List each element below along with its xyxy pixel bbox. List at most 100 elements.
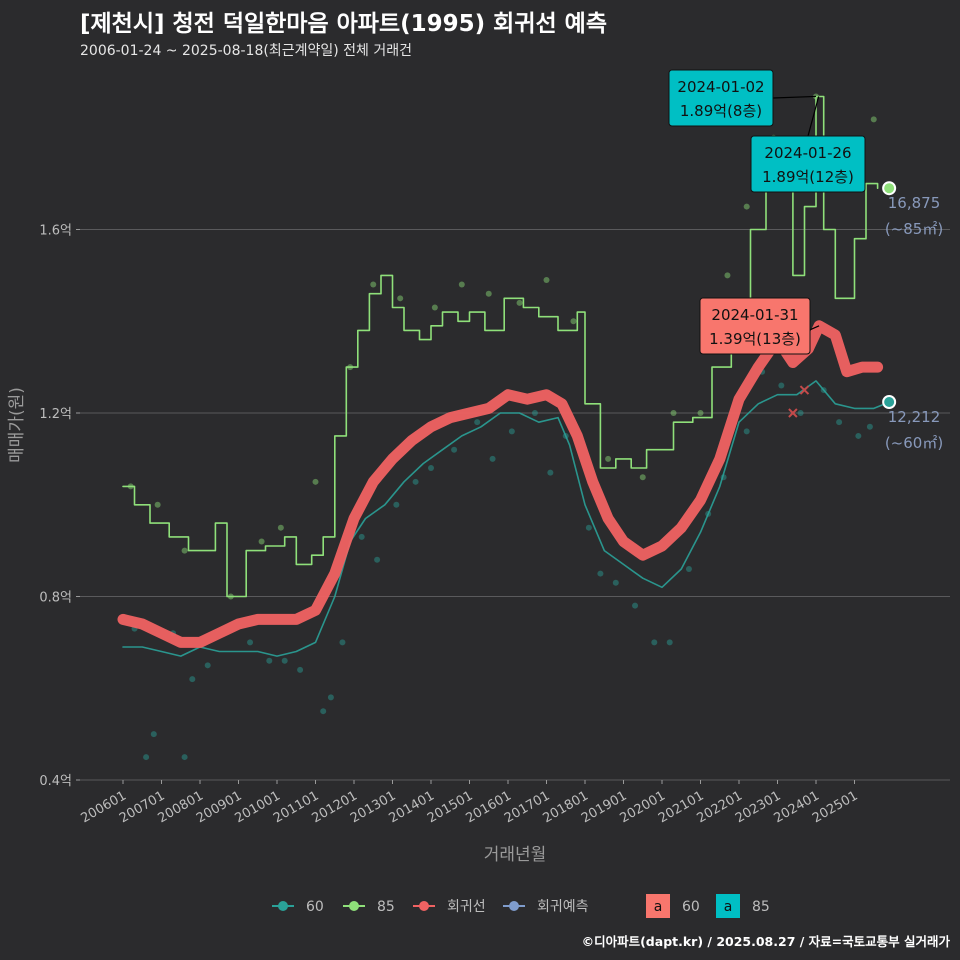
scatter-point [412, 478, 419, 485]
end-area-label: (~85㎡) [885, 220, 943, 238]
legend-key-label: 60 [682, 899, 700, 915]
callout-box [750, 135, 866, 193]
legend-key-swatch [716, 894, 740, 918]
scatter-point [181, 547, 188, 554]
scatter-point [685, 565, 692, 572]
scatter-point [393, 501, 400, 508]
scatter-point [474, 419, 481, 426]
scatter-point [431, 304, 438, 311]
scatter-point [374, 556, 381, 563]
scatter-point [370, 281, 377, 288]
scatter-point [543, 276, 550, 283]
scatter-point [358, 533, 365, 540]
scatter-point [632, 602, 639, 609]
scatter-point [451, 446, 458, 453]
callout-leader [772, 95, 817, 99]
legend-label: 회귀예측 [537, 899, 589, 915]
callout-date: 2024-01-02 [677, 78, 764, 96]
scatter-point [670, 410, 677, 416]
scatter-point [489, 455, 496, 462]
end-point-marker [882, 181, 897, 196]
scatter-point [666, 639, 673, 646]
scatter-point [312, 478, 319, 485]
scatter-point [724, 272, 731, 279]
scatter-point [639, 474, 646, 481]
scatter-point [297, 666, 304, 673]
scatter-point [428, 465, 434, 472]
scatter-point [154, 501, 161, 508]
callout-value: 1.89억(8층) [680, 102, 762, 120]
scatter-point [866, 423, 873, 430]
scatter-point [181, 754, 188, 761]
scatter-point [605, 455, 612, 462]
scatter-point [597, 570, 604, 577]
y-tick-label: 0.4억 [39, 774, 72, 789]
scatter-point [570, 318, 577, 325]
y-tick-label: 1.6억 [39, 224, 72, 239]
scatter-point [397, 295, 404, 302]
callout-value: 1.39억(13층) [709, 330, 801, 348]
scatter-point [697, 410, 704, 416]
scatter-point [485, 290, 492, 297]
scatter-point [836, 419, 843, 426]
prediction-mark [788, 408, 798, 418]
scatter-point [258, 538, 265, 545]
scatter-point [797, 410, 804, 416]
prediction-mark [799, 385, 810, 395]
legend-label: 회귀선 [447, 899, 486, 915]
scatter-point [547, 469, 554, 476]
scatter-point [612, 579, 619, 586]
end-area-label: (~60㎡) [885, 434, 943, 452]
x-axis-title: 거래년월 [484, 845, 547, 865]
scatter-point [277, 524, 284, 531]
scatter-point [743, 428, 750, 435]
scatter-point [204, 662, 211, 669]
scatter-point [516, 299, 523, 306]
scatter-point [143, 754, 150, 761]
chart-subtitle: 2006-01-24 ~ 2025-08-18(최근계약일) 전체 거래건 [80, 43, 412, 59]
legend-key-glyph: a [654, 899, 663, 915]
scatter-point [743, 203, 750, 210]
scatter-point [327, 694, 334, 701]
callout-leader [807, 96, 820, 137]
scatter-point [189, 676, 196, 683]
callout-box [699, 297, 811, 355]
scatter-point [585, 524, 592, 531]
scatter-point [870, 116, 877, 123]
callout-value: 1.89억(12층) [762, 168, 854, 186]
scatter-point [508, 428, 515, 435]
scatter-point [266, 657, 273, 664]
scatter-point [150, 731, 157, 738]
scatter-point [651, 639, 658, 646]
source-caption: ©디아파트(dapt.kr) / 2025.08.27 / 자료=국토교통부 실… [581, 934, 950, 949]
y-axis-title: 매매가(원) [7, 387, 27, 463]
legend-key-swatch [646, 894, 670, 918]
end-value-label: 16,875 [888, 194, 941, 212]
end-value-label: 12,212 [888, 408, 941, 426]
legend-label: 85 [377, 899, 395, 915]
chart-title: [제천시] 청전 덕일한마음 아파트(1995) 회귀선 예측 [80, 11, 607, 37]
scatter-point [339, 639, 346, 646]
scatter-point [458, 281, 465, 288]
scatter-point [320, 708, 327, 715]
legend-key-label: 85 [752, 899, 770, 915]
y-tick-label: 0.8억 [39, 591, 72, 606]
scatter-point [247, 639, 254, 646]
callout-date: 2024-01-31 [711, 306, 798, 324]
scatter-point [855, 432, 862, 439]
callout-box [668, 69, 774, 127]
scatter-point [778, 382, 785, 389]
end-point-marker [882, 394, 897, 409]
y-tick-label: 1.2억 [39, 407, 72, 422]
legend-marker [278, 901, 288, 911]
scatter-point [531, 410, 538, 416]
legend-marker [349, 901, 359, 911]
series-line-60 [122, 380, 887, 657]
legend-label: 60 [306, 899, 324, 915]
callout-date: 2024-01-26 [764, 144, 851, 162]
legend-marker [509, 901, 519, 911]
legend-key-glyph: a [724, 899, 733, 915]
scatter-point [281, 657, 288, 664]
